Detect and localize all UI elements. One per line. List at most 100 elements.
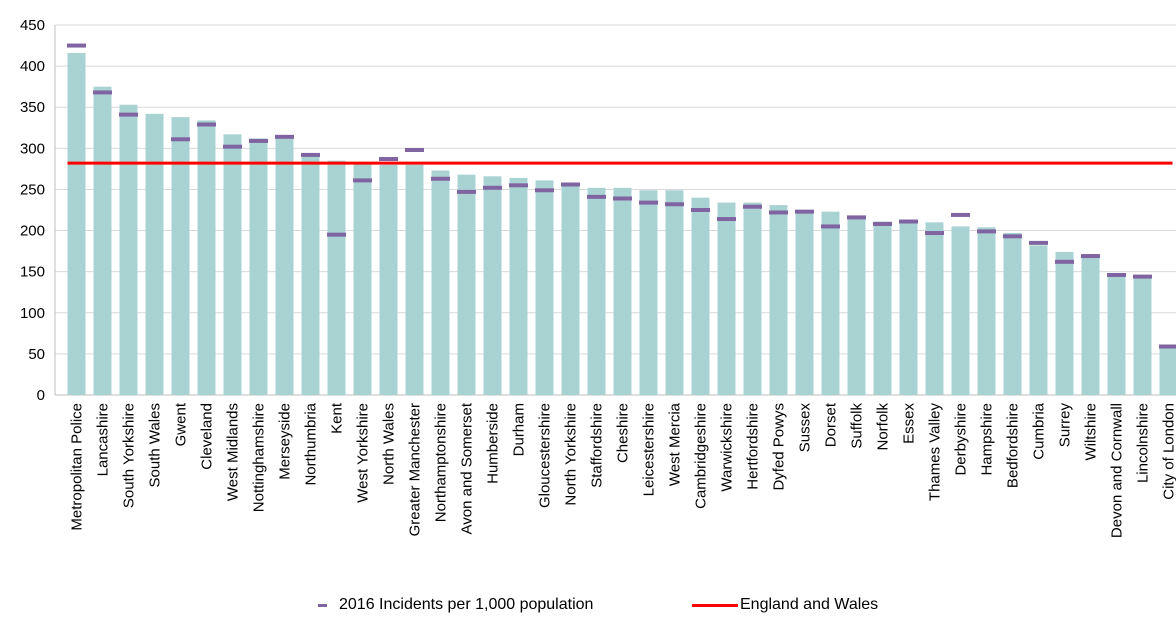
x-tick-label: South Yorkshire <box>121 403 138 508</box>
bar <box>951 226 970 395</box>
bar <box>223 134 242 395</box>
bar <box>353 163 372 395</box>
bar <box>509 177 528 395</box>
x-tick-label: Dyfed Powys <box>771 403 788 491</box>
x-tick-label: Devon and Cornwall <box>1109 403 1126 538</box>
bar <box>743 202 762 395</box>
marker-point <box>821 224 840 229</box>
legend-label-line: England and Wales <box>740 596 879 613</box>
y-tick-label: 400 <box>20 58 45 75</box>
marker-point <box>613 196 632 201</box>
legend-item-line: England and Wales <box>692 596 878 614</box>
bar <box>119 104 138 395</box>
marker-point <box>119 112 138 117</box>
bar <box>379 164 398 395</box>
marker-point <box>691 208 710 212</box>
bar <box>899 221 918 395</box>
x-tick-label: Kent <box>329 402 346 434</box>
x-tick-label: Staffordshire <box>589 403 606 488</box>
marker-point <box>431 176 450 181</box>
x-tick-label: West Midlands <box>225 403 242 501</box>
marker-point <box>353 178 372 183</box>
marker-point <box>1055 259 1074 264</box>
marker-point <box>405 147 424 152</box>
marker-point <box>301 152 320 157</box>
bar <box>197 120 216 395</box>
x-tick-label: Cumbria <box>1031 402 1048 459</box>
bar <box>873 221 892 395</box>
x-tick-label: Bedfordshire <box>1005 403 1022 488</box>
bar <box>821 211 840 395</box>
x-tick-label: Thames Valley <box>927 403 944 502</box>
legend: 2016 Incidents per 1,000 population Engl… <box>0 596 1176 620</box>
bar <box>769 205 788 395</box>
marker-point <box>171 137 190 142</box>
bar <box>457 174 476 395</box>
marker-point <box>847 215 866 220</box>
marker-point <box>977 229 996 234</box>
x-tick-label: Wiltshire <box>1083 403 1100 461</box>
bar <box>67 52 86 395</box>
marker-point <box>327 232 346 237</box>
marker-point <box>1107 272 1126 277</box>
marker-point <box>509 183 528 188</box>
x-tick-label: Cleveland <box>199 403 216 470</box>
marker-point <box>1081 254 1100 259</box>
bar <box>1055 251 1074 395</box>
bar <box>483 176 502 395</box>
y-tick-label: 50 <box>28 346 45 363</box>
bar <box>1003 233 1022 395</box>
marker-point <box>275 134 294 139</box>
marker-point <box>1029 240 1048 245</box>
marker-point <box>639 200 658 205</box>
marker-point <box>743 204 762 209</box>
x-tick-label: City of London <box>1161 403 1176 500</box>
marker-point <box>925 231 944 236</box>
marker-point <box>769 210 788 215</box>
marker-point <box>587 194 606 199</box>
y-tick-label: 0 <box>37 387 45 404</box>
bar <box>1107 273 1126 395</box>
bar <box>717 202 736 395</box>
marker-point <box>249 138 268 143</box>
x-tick-label: Suffolk <box>849 403 866 449</box>
marker-point <box>1003 234 1022 239</box>
legend-marker-dash-icon <box>318 603 327 607</box>
x-tick-label: Derbyshire <box>953 403 970 476</box>
x-tick-label: Gwent <box>173 402 190 446</box>
x-tick-label: North Yorkshire <box>563 403 580 506</box>
marker-point <box>717 217 736 222</box>
marker-point <box>197 122 216 127</box>
x-tick-label: Durham <box>511 403 528 456</box>
bar <box>977 227 996 395</box>
x-tick-label: Cambridgeshire <box>693 403 710 509</box>
marker-point <box>483 185 502 190</box>
bar <box>587 187 606 395</box>
marker-point <box>899 219 918 224</box>
bar <box>847 216 866 395</box>
marker-point <box>223 144 242 149</box>
bar <box>301 154 320 395</box>
bar <box>639 190 658 395</box>
legend-label-marker: 2016 Incidents per 1,000 population <box>339 596 594 613</box>
x-tick-label: Warwickshire <box>719 403 736 492</box>
marker-point <box>951 212 970 217</box>
bar <box>249 138 268 395</box>
marker-point <box>665 202 684 207</box>
bar <box>145 113 164 396</box>
x-tick-label: Merseyside <box>277 403 294 480</box>
x-tick-label: Lincolnshire <box>1135 403 1152 483</box>
bar <box>431 170 450 395</box>
x-tick-label: South Wales <box>147 403 164 488</box>
x-tick-label: Nottinghamshire <box>251 403 268 512</box>
marker-point <box>561 182 580 187</box>
bar <box>535 180 554 395</box>
x-tick-label: Northumbria <box>303 402 320 485</box>
bar <box>93 86 112 396</box>
bar <box>1029 245 1048 395</box>
x-tick-label: Lancashire <box>95 403 112 476</box>
y-tick-label: 250 <box>20 181 45 198</box>
marker-point <box>67 43 86 48</box>
legend-marker-line-icon <box>692 603 738 607</box>
